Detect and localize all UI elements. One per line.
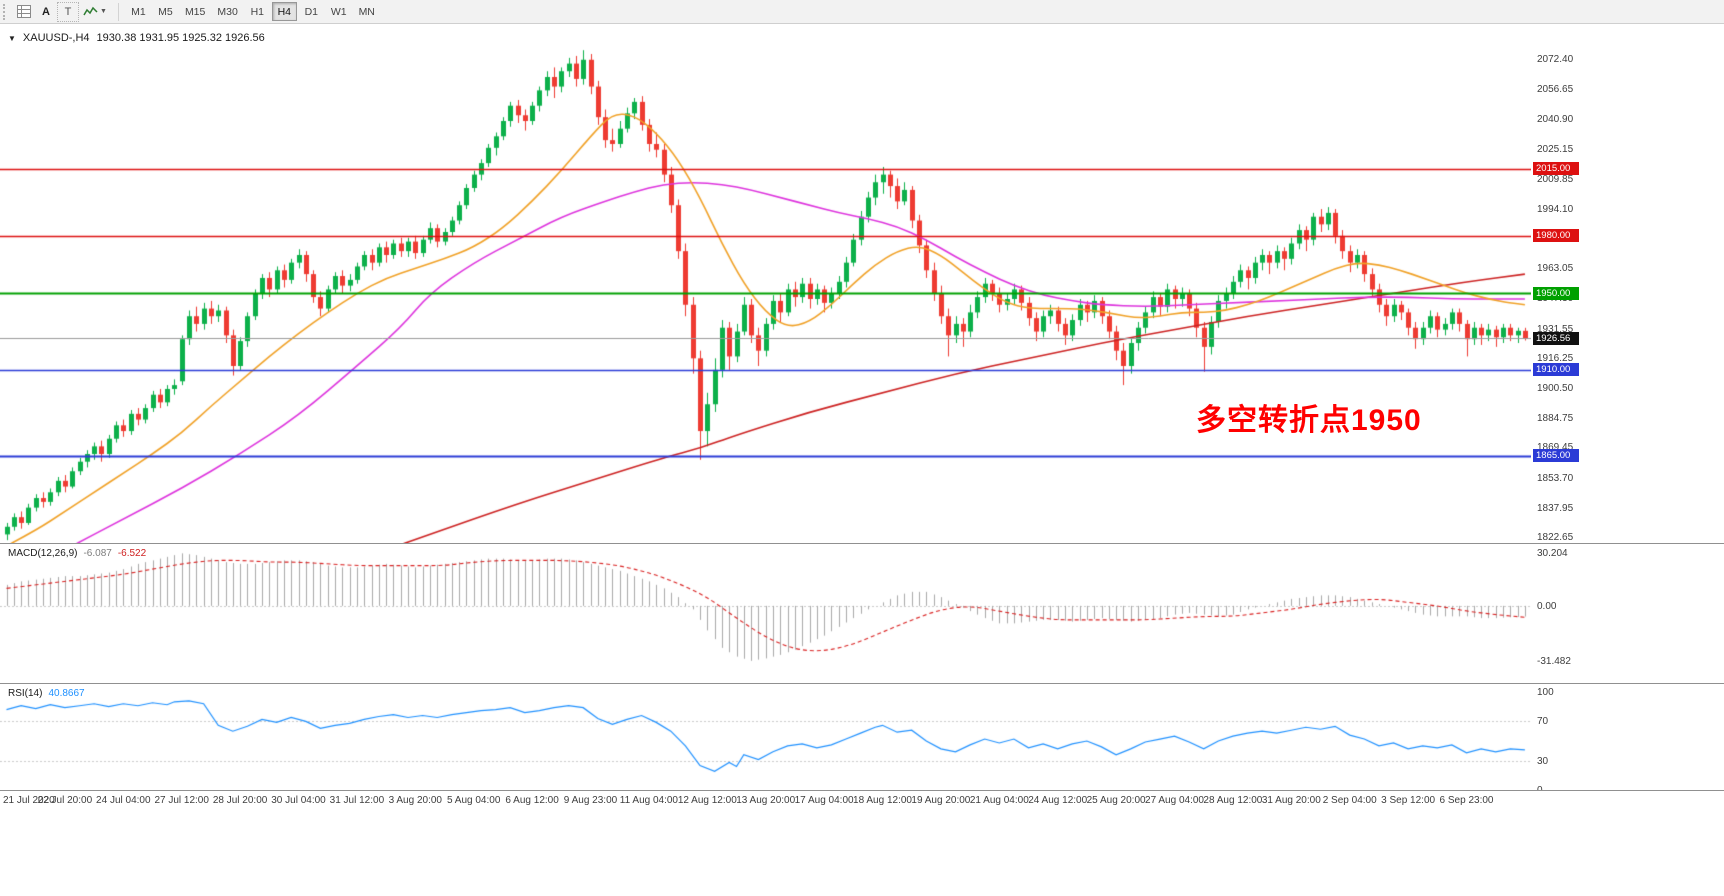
toolbar-separator (117, 2, 119, 21)
macd-name: MACD(12,26,9) (8, 548, 78, 559)
time-axis-label: 18 Aug 12:00 (853, 795, 912, 806)
time-axis-label: 6 Aug 12:00 (505, 795, 559, 806)
time-axis-label: 28 Aug 12:00 (1203, 795, 1263, 806)
price-axis-tick: 1931.55 (1537, 323, 1574, 335)
current-price-badge: 1926.56 (1533, 331, 1579, 345)
time-axis-label: 30 Jul 04:00 (271, 795, 326, 806)
price-chart-canvas[interactable] (0, 25, 1531, 543)
rsi-axis-tick: 30 (1537, 755, 1549, 767)
time-axis-label: 21 Aug 04:00 (969, 795, 1029, 806)
toolbar: A T ▼ M1 M5 M15 M30 H1 H4 D1 W1 MN (0, 0, 1724, 24)
panel-splitter-macd[interactable] (0, 543, 1724, 544)
price-axis-tick: 2040.90 (1537, 114, 1574, 126)
symbol-period-label: XAUUSD-,H4 (22, 32, 90, 44)
price-axis-tick: 1884.75 (1537, 413, 1574, 425)
chart-annotation-text[interactable]: 多空转折点1950 (1196, 404, 1422, 437)
rsi-axis-tick: 70 (1537, 716, 1549, 728)
macd-signal-value: -6.522 (117, 548, 147, 559)
timeframe-button-d1[interactable]: D1 (299, 2, 324, 21)
price-axis-tick: 1994.10 (1537, 203, 1574, 215)
price-axis-tick: 1822.65 (1537, 532, 1574, 543)
macd-axis-tick: -31.482 (1537, 656, 1571, 667)
rsi-axis-tick: 100 (1537, 687, 1554, 698)
timeframe-button-m30[interactable]: M30 (212, 2, 242, 21)
timeframe-button-h1[interactable]: H1 (245, 2, 270, 21)
text-tool-t-button[interactable]: T (57, 1, 79, 22)
rsi-label: RSI(14) 40.8667 (8, 688, 85, 699)
time-axis-label: 24 Jul 04:00 (96, 795, 151, 806)
time-axis-label: 12 Aug 12:00 (677, 795, 737, 806)
macd-panel: MACD(12,26,9) -6.087 -6.522 30.204 0.00 -3… (0, 544, 1724, 683)
timeframe-button-h4[interactable]: H4 (271, 2, 297, 21)
time-axis-label: 21 Jul 2020 (3, 795, 55, 806)
hline-price-badge-1950.00: 1950.00 (1533, 286, 1579, 300)
time-axis-label: 6 Sep 23:00 (1439, 795, 1494, 806)
time-axis-label: 31 Aug 20:00 (1261, 795, 1321, 806)
time-axis-label: 19 Aug 20:00 (911, 795, 971, 806)
time-axis-label: 24 Aug 12:00 (1028, 795, 1088, 806)
dropdown-arrow-icon: ▼ (100, 8, 107, 15)
time-axis-label: 11 Aug 04:00 (619, 795, 678, 806)
panel-splitter-rsi[interactable] (0, 683, 1724, 684)
rsi-name: RSI(14) (8, 688, 43, 699)
chart-symbol-header: ▼ XAUUSD-,H4 1930.38 1931.95 1925.32 192… (8, 32, 265, 44)
time-axis-label: 31 Jul 12:00 (329, 795, 385, 806)
time-axis-label: 3 Aug 20:00 (388, 795, 442, 806)
indicator-zigzag-icon (83, 6, 98, 15)
chart-collapse-arrow-icon[interactable]: ▼ (8, 33, 16, 43)
macd-label: MACD(12,26,9) -6.087 -6.522 (8, 548, 146, 559)
price-axis-tick: 2025.15 (1537, 144, 1574, 156)
time-axis-label: 27 Aug 04:00 (1145, 795, 1204, 806)
panel-splitter-bottom (0, 790, 1724, 791)
hline-price-badge-2015.00: 2015.00 (1533, 162, 1579, 176)
text-tool-a-button[interactable]: A (35, 2, 57, 22)
price-axis-tick: 1869.45 (1537, 442, 1574, 454)
price-axis-tick: 1853.70 (1537, 472, 1574, 484)
macd-axis-tick: 30.204 (1537, 548, 1568, 559)
price-axis-tick: 1900.50 (1537, 383, 1574, 394)
chart-objects-grid-icon[interactable] (13, 2, 35, 22)
hline-price-badge-1910.00: 1910.00 (1533, 363, 1579, 377)
timeframe-button-m1[interactable]: M1 (126, 2, 151, 21)
time-axis-label: 17 Aug 04:00 (794, 795, 854, 806)
timeframe-button-m15[interactable]: M15 (180, 2, 210, 21)
rsi-panel: RSI(14) 40.8667 10070300 (0, 684, 1724, 796)
time-axis-label: 3 Sep 12:00 (1381, 795, 1436, 806)
price-axis-tick: 1916.25 (1537, 352, 1574, 364)
timeframe-button-w1[interactable]: W1 (326, 2, 352, 21)
time-axis-label: 5 Aug 04:00 (446, 795, 501, 806)
time-axis-label: 2 Sep 04:00 (1322, 795, 1377, 806)
price-axis-tick: 2009.85 (1537, 173, 1574, 185)
hline-price-badge-1865.00: 1865.00 (1533, 449, 1579, 463)
ohlc-values-label: 1930.38 1931.95 1925.32 1926.56 (96, 32, 265, 44)
timeframe-button-m5[interactable]: M5 (153, 2, 178, 21)
rsi-canvas[interactable] (0, 684, 1531, 790)
toolbar-grip[interactable] (3, 3, 8, 20)
price-chart-panel: ▼ XAUUSD-,H4 1930.38 1931.95 1925.32 192… (0, 25, 1724, 543)
macd-main-value: -6.087 (83, 548, 112, 559)
hline-price-badge-1980.00: 1980.00 (1533, 229, 1579, 243)
price-axis-tick: 1963.05 (1537, 263, 1574, 275)
macd-axis-tick: 0.00 (1537, 600, 1557, 612)
time-axis-label: 13 Aug 20:00 (736, 795, 796, 806)
time-axis-label: 9 Aug 23:00 (563, 795, 618, 806)
grid-icon (17, 5, 31, 18)
rsi-value: 40.8667 (48, 688, 85, 699)
time-axis-label: 27 Jul 12:00 (154, 795, 209, 806)
timeframe-group: M1 M5 M15 M30 H1 H4 D1 W1 MN (126, 2, 380, 21)
indicators-dropdown-button[interactable]: ▼ (79, 2, 111, 22)
price-axis-tick: 2072.40 (1537, 54, 1574, 65)
macd-canvas[interactable] (0, 544, 1531, 683)
time-axis-label: 28 Jul 20:00 (212, 795, 268, 806)
time-axis-label: 25 Aug 20:00 (1086, 795, 1146, 806)
time-axis[interactable]: 21 Jul 2020 22 Jul 20:00 24 Jul 04:00 27 Ju… (0, 791, 1724, 815)
timeframe-button-mn[interactable]: MN (354, 2, 380, 21)
time-axis-label: 22 Jul 20:00 (37, 795, 93, 806)
price-axis-tick: 2056.65 (1537, 84, 1574, 96)
price-axis-tick: 1837.95 (1537, 502, 1574, 514)
